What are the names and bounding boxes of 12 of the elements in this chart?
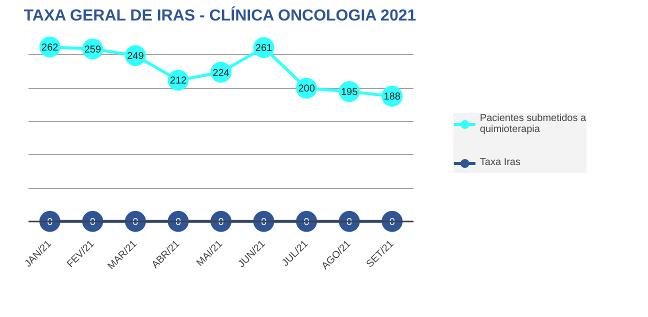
data-label: 200 (298, 84, 316, 95)
data-label: 249 (127, 51, 144, 62)
chart-title: TAXA GERAL DE IRAS - CLÍNICA ONCOLOGIA 2021 (24, 6, 416, 24)
legend-label: Taxa Iras (480, 157, 520, 168)
data-label: 224 (212, 68, 230, 79)
data-label: 262 (42, 42, 59, 54)
data-label: 195 (340, 87, 358, 98)
data-label: 259 (84, 44, 102, 56)
legend-label: Pacientes submetidos a quimioterapia (480, 112, 586, 134)
data-label: 188 (384, 92, 401, 103)
data-label: 261 (255, 43, 273, 54)
data-label: 212 (170, 76, 188, 87)
